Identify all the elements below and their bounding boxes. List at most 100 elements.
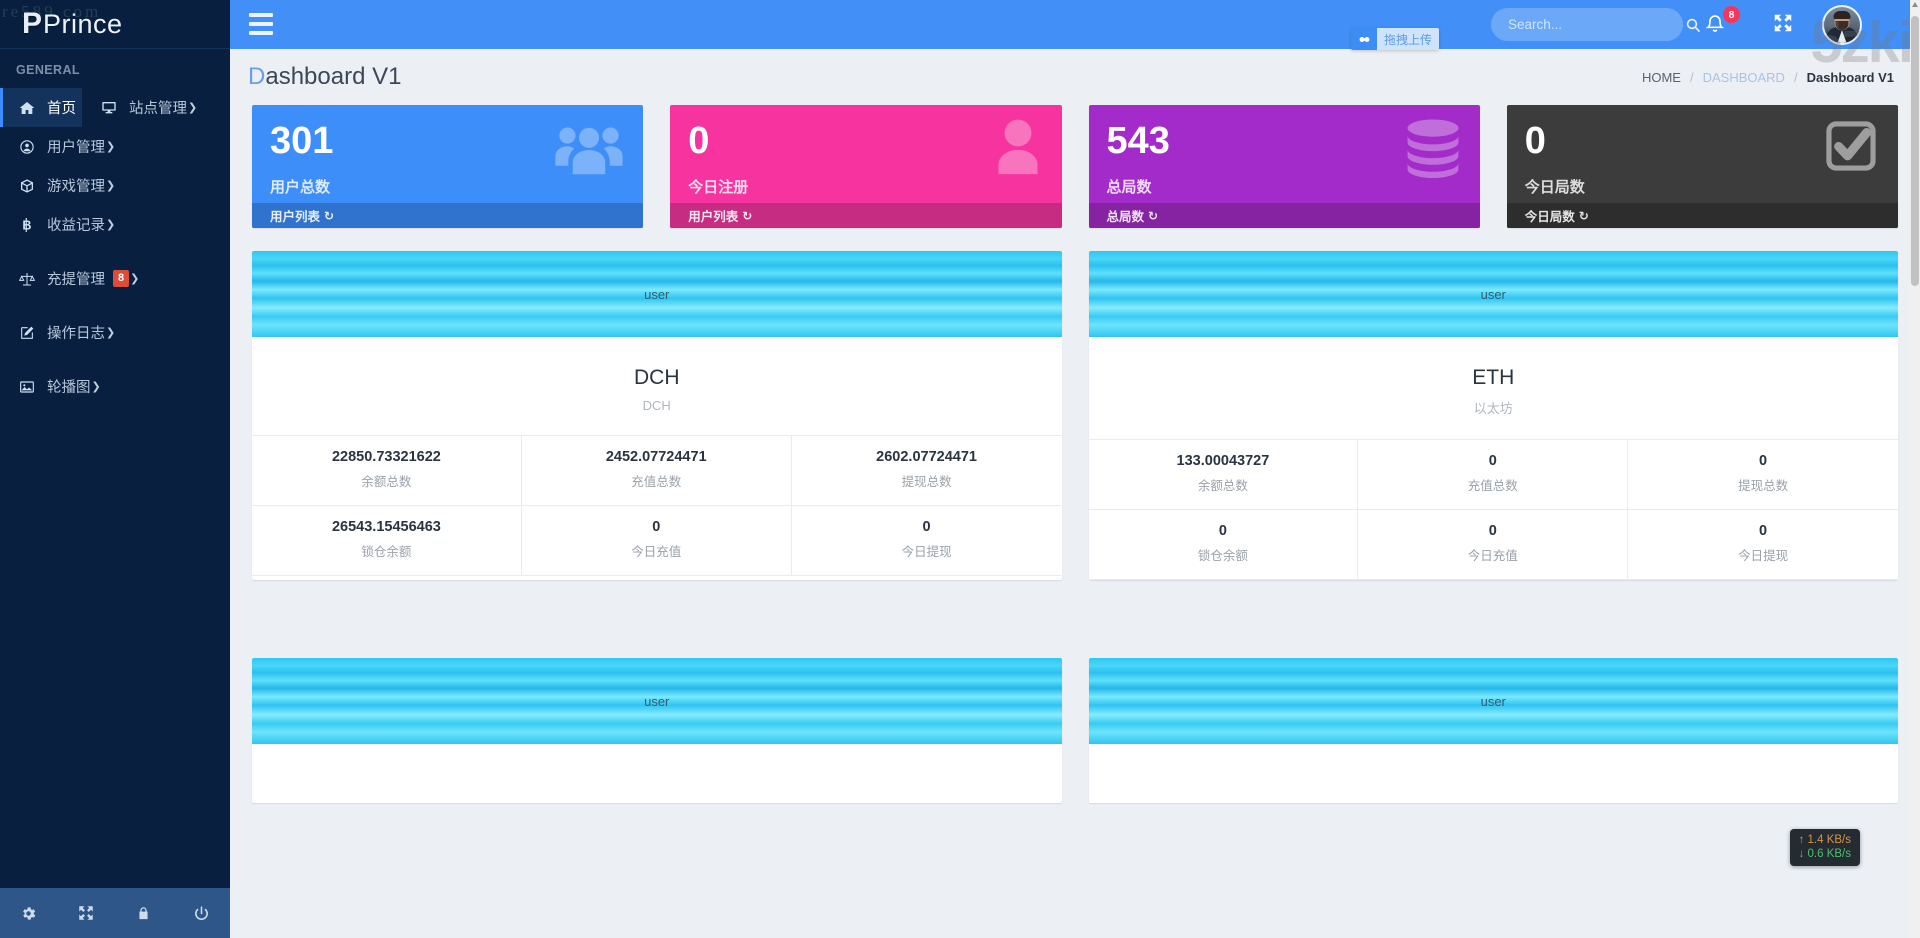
breadcrumb-item-current: Dashboard V1 <box>1806 69 1894 85</box>
coin-stat-value: 22850.73321622 <box>331 449 441 465</box>
sidebar-item-user-management[interactable]: 用户管理 ❯ <box>0 127 230 166</box>
sidebar-item-label: 站点管理 <box>129 101 187 117</box>
stat-footer-link[interactable]: 今日局数 ↻ <box>1506 203 1898 228</box>
breadcrumb-item-dashboard[interactable]: DASHBOARD <box>1702 69 1785 85</box>
top-header: 8 <box>230 0 1920 49</box>
coin-stat-cell: 0 今日充值 <box>1358 510 1629 580</box>
coin-stat-label: 今日提现 <box>901 545 952 559</box>
page-scrollbar[interactable] <box>1910 0 1920 938</box>
breadcrumb-separator: / <box>1793 69 1798 85</box>
coin-stat-label: 充值总数 <box>1467 479 1518 493</box>
coin-banner-image: user <box>252 251 1062 337</box>
settings-icon[interactable] <box>0 888 58 938</box>
coin-stat-value: 2602.07724471 <box>876 449 977 465</box>
coin-stats-table: 133.00043727 余额总数 0 充值总数 0 提现总数 0 锁仓余额 0 <box>1088 439 1898 580</box>
sidebar-badge-count: 8 <box>113 270 130 287</box>
coin-card-fourth: user <box>1088 658 1899 803</box>
coin-banner-image: user <box>1088 251 1898 337</box>
stat-value: 301 <box>270 120 334 162</box>
chevron-right-icon: ❯ <box>106 219 116 231</box>
stat-card-today-rounds[interactable]: 0 今日局数 今日局数 ↻ <box>1506 105 1898 228</box>
coin-stat-cell: 26543.15456463 锁仓余额 <box>252 506 522 576</box>
avatar-beard <box>1835 21 1849 30</box>
stat-footer-label: 用户列表 <box>270 210 321 224</box>
avatar-shirt <box>1837 30 1847 43</box>
sidebar-item-label: 用户管理 <box>47 140 105 156</box>
sidebar-logo[interactable]: re589.com P Prince <box>0 0 230 49</box>
coin-title-block: DCH DCH <box>252 337 1062 435</box>
search-box[interactable] <box>1491 8 1700 41</box>
page-title: Dashboard V1 <box>248 63 401 91</box>
power-icon[interactable] <box>173 888 231 938</box>
sidebar-item-label: 收益记录 <box>47 218 105 234</box>
content-header: Dashboard V1 HOME / DASHBOARD / Dashboar… <box>230 49 1920 105</box>
edit-icon <box>16 325 38 341</box>
coin-banner-image: user <box>252 658 1062 744</box>
sidebar-spacer <box>0 244 230 259</box>
sidebar-item-label: 首页 <box>47 101 76 117</box>
stat-label: 今日局数 <box>1524 179 1585 196</box>
sidebar-item-game-management[interactable]: 游戏管理 ❯ <box>0 166 230 205</box>
coin-stat-value: 26543.15456463 <box>331 519 441 535</box>
coin-stat-cell: 0 充值总数 <box>1358 440 1629 510</box>
sidebar-item-site-management[interactable]: 站点管理 ❯ <box>82 88 203 127</box>
database-icon <box>1404 118 1462 183</box>
search-icon[interactable] <box>1685 17 1701 33</box>
sidebar-nav-row: 首页 站点管理 ❯ <box>0 88 230 127</box>
coin-stat-label: 充值总数 <box>631 475 682 489</box>
chevron-right-icon: ❯ <box>106 180 116 192</box>
scroll-up-arrow-icon[interactable] <box>1912 2 1918 7</box>
stat-footer-link[interactable]: 总局数 ↻ <box>1088 203 1480 228</box>
coin-banner-alt-text: user <box>1480 693 1506 709</box>
fullscreen-icon[interactable] <box>58 888 116 938</box>
coin-subtitle: DCH <box>642 398 671 413</box>
avatar[interactable] <box>1822 5 1862 45</box>
menu-toggle-button[interactable] <box>245 9 277 39</box>
lock-icon[interactable] <box>115 888 173 938</box>
coin-stat-cell: 0 今日充值 <box>521 506 792 576</box>
hamburger-bar <box>249 31 273 35</box>
coin-stat-cell: 22850.73321622 余额总数 <box>252 436 522 506</box>
search-input[interactable] <box>1491 17 1685 32</box>
sidebar-item-earnings-record[interactable]: B 收益记录 ❯ <box>0 205 230 244</box>
sidebar-item-carousel[interactable]: 轮播图 ❯ <box>0 367 230 406</box>
sidebar-spacer <box>0 352 230 367</box>
coin-stat-value: 133.00043727 <box>1176 453 1270 469</box>
stat-footer-link[interactable]: 用户列表 ↻ <box>252 203 644 228</box>
stat-footer-link[interactable]: 用户列表 ↻ <box>670 203 1062 228</box>
sidebar-item-home[interactable]: 首页 <box>0 88 82 127</box>
coin-stat-cell: 133.00043727 余额总数 <box>1088 440 1359 510</box>
coin-stat-cell: 0 今日提现 <box>791 506 1062 576</box>
avatar-hair <box>1833 11 1851 19</box>
coin-stat-label: 今日提现 <box>1738 549 1789 563</box>
chevron-right-icon: ❯ <box>91 381 101 393</box>
coin-title-block <box>1089 744 1899 803</box>
drag-upload-tooltip[interactable]: 拖拽上传 <box>1351 28 1440 50</box>
notifications-button[interactable]: 8 <box>1705 6 1740 41</box>
breadcrumb-item-home[interactable]: HOME <box>1641 69 1681 85</box>
stat-card-body: 0 今日局数 <box>1507 105 1898 203</box>
coin-title-block: ETH 以太坊 <box>1089 337 1899 439</box>
breadcrumb-separator: / <box>1689 69 1694 85</box>
sidebar-item-deposit-withdraw[interactable]: 充提管理 8 ❯ <box>0 259 230 298</box>
coin-banner-alt-text: user <box>1480 286 1506 302</box>
main-content: Dashboard V1 HOME / DASHBOARD / Dashboar… <box>230 49 1920 938</box>
fullscreen-icon[interactable] <box>1772 12 1800 38</box>
stat-card-total-rounds[interactable]: 543 总局数 总局数 ↻ <box>1088 105 1480 228</box>
coin-stat-value: 0 <box>1759 453 1768 469</box>
coin-stat-value: 0 <box>922 519 931 535</box>
balance-scale-icon <box>16 271 38 287</box>
stat-footer-label: 总局数 <box>1106 210 1145 224</box>
network-upload-speed: ↑ 1.4 KB/s <box>1798 834 1851 846</box>
breadcrumb: HOME / DASHBOARD / Dashboard V1 <box>1642 70 1894 85</box>
sidebar-item-operation-log[interactable]: 操作日志 ❯ <box>0 313 230 352</box>
stat-card-total-users[interactable]: 301 用户总数 用户列表 ↻ <box>252 105 644 228</box>
coin-stat-label: 提现总数 <box>1738 479 1789 493</box>
stat-card-today-registrations[interactable]: 0 今日注册 用户列表 ↻ <box>670 105 1062 228</box>
stat-value: 0 <box>688 120 710 162</box>
scrollbar-thumb[interactable] <box>1911 16 1919 286</box>
coin-cards-row-1: user DCH DCH 22850.73321622 余额总数 2452.07… <box>230 228 1920 580</box>
stat-label: 用户总数 <box>270 179 331 196</box>
stat-footer-label: 用户列表 <box>688 210 739 224</box>
coin-stat-cell: 2452.07724471 充值总数 <box>521 436 792 506</box>
